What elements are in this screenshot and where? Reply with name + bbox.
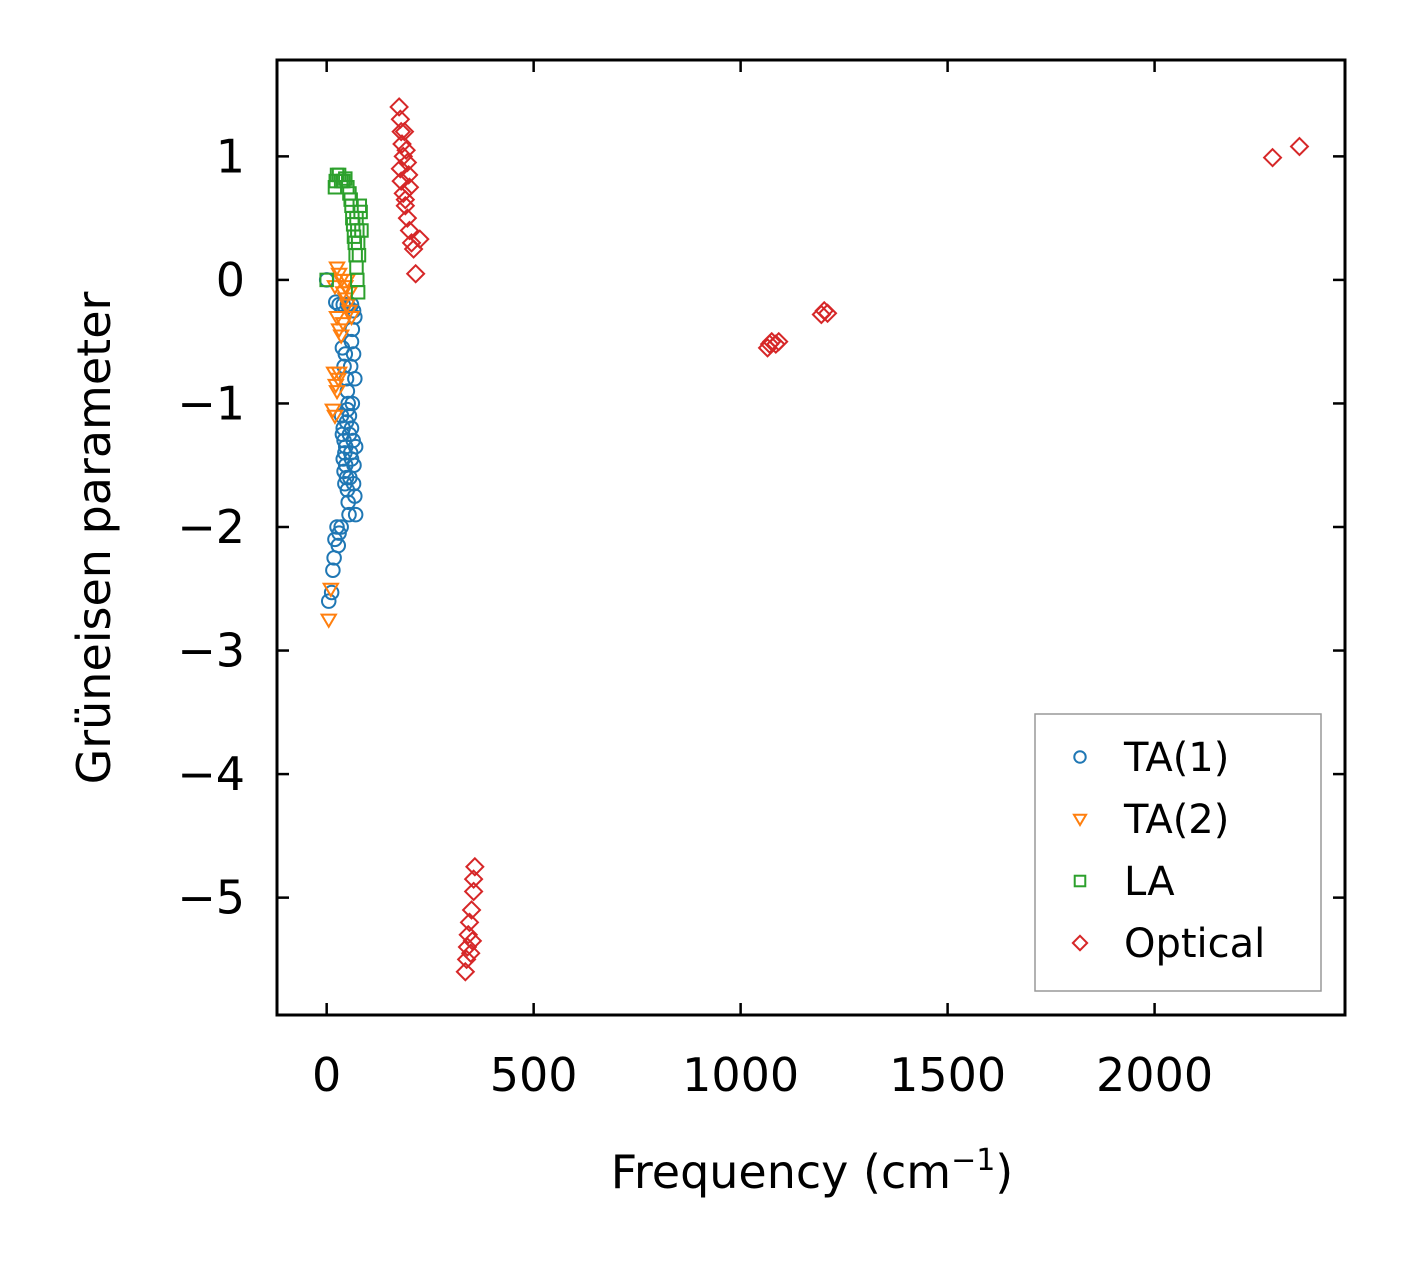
legend-marker (1073, 750, 1087, 764)
x-axis-label: Frequency (cm−1) (611, 1143, 1014, 1199)
data-point (460, 943, 481, 964)
plot-frame (275, 58, 1347, 1017)
data-point (340, 395, 356, 412)
y-tick-label: 0 (216, 253, 245, 307)
data-point (398, 165, 419, 185)
data-point (336, 463, 352, 480)
data-point (463, 869, 484, 889)
data-point (345, 475, 362, 492)
data-point (323, 584, 340, 601)
data-point (456, 949, 477, 970)
x-tick-label: 2000 (1096, 1048, 1213, 1102)
x-tick-label: 500 (490, 1048, 578, 1102)
data-point (351, 247, 367, 263)
data-point (391, 171, 412, 191)
data-point (338, 171, 353, 186)
data-point (462, 931, 483, 951)
data-point (341, 426, 358, 443)
data-point (330, 366, 348, 382)
legend-label: Optical (1124, 921, 1265, 967)
series-ta-2- (319, 261, 361, 629)
x-tick-label: 0 (312, 1048, 341, 1102)
plot-area (318, 97, 1310, 982)
legend-entries: TA(1) TA(2) LA Optical (1071, 735, 1265, 967)
data-point (389, 97, 409, 117)
data-point (347, 488, 363, 504)
data-point (399, 220, 420, 241)
data-point (768, 331, 789, 352)
series-la (319, 167, 369, 300)
data-point (330, 537, 347, 554)
data-point (341, 506, 357, 523)
data-point (401, 232, 422, 253)
data-point (340, 286, 359, 302)
data-point (337, 346, 354, 362)
data-point (325, 562, 341, 578)
data-point (459, 912, 480, 933)
data-point (328, 385, 346, 401)
data-point (347, 506, 364, 523)
data-point (347, 370, 363, 387)
data-point (321, 582, 340, 598)
data-point (393, 183, 414, 204)
legend-marker (1072, 813, 1088, 828)
data-point (397, 152, 418, 173)
legend-label: TA(2) (1123, 797, 1229, 843)
data-point (817, 303, 838, 324)
axis-ticks (277, 60, 1345, 1015)
data-point (354, 223, 369, 238)
data-point (350, 285, 366, 300)
y-tick-label: −3 (177, 624, 245, 678)
y-tick-label: −1 (177, 376, 245, 430)
data-point (457, 937, 478, 957)
data-point (353, 204, 368, 220)
data-point (391, 121, 412, 142)
data-point (1262, 147, 1283, 168)
legend-label: TA(1) (1123, 735, 1229, 781)
data-point (329, 372, 348, 388)
data-point (332, 329, 351, 345)
data-point (396, 140, 417, 161)
y-axis-label: Grüneisen parameter (67, 291, 121, 784)
data-point (761, 331, 782, 352)
legend-box (1034, 713, 1322, 992)
data-point (339, 401, 356, 418)
series-optical (389, 97, 1310, 982)
data-point (390, 158, 411, 179)
data-point (1289, 136, 1310, 157)
legend-marker (1073, 874, 1087, 888)
data-point (347, 438, 364, 455)
data-point (333, 519, 349, 535)
data-point (461, 900, 482, 920)
y-tick-label: 1 (216, 129, 245, 183)
data-point (319, 613, 338, 629)
data-point (337, 475, 353, 492)
data-point (392, 134, 412, 154)
data-point (397, 208, 418, 229)
data-point (319, 272, 334, 288)
legend: TA(1) TA(2) LA Optical (1034, 713, 1322, 992)
data-point (409, 229, 430, 250)
y-tick-label: −5 (177, 871, 245, 925)
y-tick-label: −2 (177, 500, 245, 554)
data-point (345, 346, 362, 362)
data-point (458, 924, 479, 945)
data-point (393, 146, 414, 167)
x-tick-label: 1000 (682, 1048, 799, 1102)
legend-label: LA (1124, 859, 1175, 905)
data-point (395, 189, 416, 210)
data-point (326, 409, 344, 425)
legend-marker (1071, 934, 1089, 952)
data-point (405, 263, 426, 284)
x-tick-label: 1500 (889, 1048, 1006, 1102)
data-point (334, 317, 353, 333)
data-point (463, 881, 484, 902)
y-tick-label: −4 (177, 747, 245, 801)
data-point (455, 961, 476, 982)
tick-labels: 0 500 1000 1500 2000 1 0 −1 −2 −3 −4 −5 (177, 129, 1213, 1102)
data-point (465, 856, 485, 877)
data-point (394, 121, 415, 142)
